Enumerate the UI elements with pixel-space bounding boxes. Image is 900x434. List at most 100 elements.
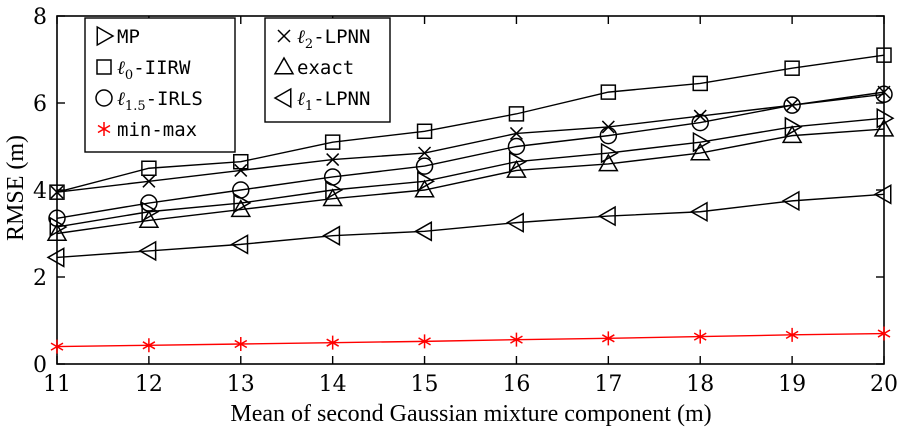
data-point-marker — [875, 85, 893, 104]
data-point-marker — [600, 84, 617, 100]
data-point-marker — [414, 179, 435, 198]
data-point-marker — [785, 327, 799, 342]
data-point-marker — [50, 185, 64, 199]
series-line — [56, 91, 885, 193]
data-point-marker — [418, 146, 432, 160]
legend-marker — [97, 122, 111, 136]
data-point-marker — [138, 209, 160, 228]
x-tick-label: 13 — [227, 372, 255, 397]
data-point-marker — [416, 123, 433, 140]
data-point-marker — [510, 332, 523, 347]
data-point-marker — [46, 247, 65, 268]
data-point-marker — [784, 116, 803, 138]
data-point-marker — [141, 201, 160, 223]
data-point-marker — [326, 335, 340, 350]
data-point-marker — [323, 168, 342, 186]
data-point-marker — [141, 160, 157, 176]
legend-label: ℓ1-LPNN — [297, 88, 370, 114]
series-line — [56, 54, 885, 193]
x-tick-label: 15 — [411, 372, 439, 397]
series-line — [56, 128, 885, 235]
legend-label: ℓ2-LPNN — [297, 26, 370, 52]
data-point-marker — [509, 126, 523, 140]
data-point-marker — [505, 212, 524, 233]
y-axis-title: RMSE (m) — [3, 135, 29, 241]
data-point-marker — [233, 153, 249, 170]
data-point-marker — [322, 225, 341, 246]
series-line — [56, 93, 885, 219]
y-tick-label: 4 — [33, 179, 47, 204]
series-2 — [48, 85, 893, 228]
data-point-marker — [418, 334, 431, 349]
legend-label: ℓ0-IIRW — [117, 57, 191, 83]
legend-label: exact — [297, 57, 354, 79]
legend-marker — [96, 25, 115, 47]
data-point-marker — [691, 113, 709, 132]
x-tick-label: 12 — [135, 372, 163, 397]
series-6 — [46, 184, 892, 268]
y-tick-label: 0 — [33, 353, 47, 378]
x-tick-label: 11 — [43, 372, 71, 397]
data-point-marker — [48, 209, 66, 228]
legend-marker — [273, 87, 292, 109]
data-point-marker — [692, 75, 708, 92]
data-point-marker — [693, 109, 707, 123]
data-point-marker — [417, 171, 436, 192]
data-point-marker — [322, 188, 343, 207]
data-point-marker — [324, 134, 341, 150]
data-point-marker — [689, 201, 708, 223]
legend-label: min-max — [117, 119, 197, 141]
series-3 — [50, 326, 891, 354]
series-line — [56, 332, 885, 348]
data-point-marker — [230, 199, 252, 218]
data-point-marker — [234, 336, 248, 351]
data-point-marker — [326, 153, 340, 167]
series-layer — [46, 47, 895, 354]
data-point-marker — [232, 181, 250, 199]
data-point-marker — [508, 106, 525, 122]
y-tick-label: 2 — [33, 266, 47, 291]
data-point-marker — [507, 137, 526, 156]
data-point-marker — [49, 184, 65, 200]
data-point-marker — [601, 120, 615, 134]
data-point-marker — [601, 331, 615, 346]
data-point-marker — [873, 184, 892, 205]
series-line — [56, 193, 885, 259]
x-axis-title: Mean of second Gaussian mixture componen… — [230, 401, 711, 427]
data-point-marker — [142, 174, 156, 188]
x-axis: 11 12 13 14 15 16 17 18 19 20 — [43, 16, 898, 397]
series-4 — [50, 85, 891, 199]
data-point-marker — [142, 338, 156, 353]
legend-marker — [96, 59, 112, 75]
data-point-marker — [230, 234, 249, 255]
data-point-marker — [508, 151, 527, 173]
data-point-marker — [138, 240, 157, 262]
legend-label: ℓ1.5-IRLS — [117, 88, 203, 114]
x-tick-label: 14 — [319, 372, 347, 397]
x-tick-label: 19 — [778, 372, 806, 397]
legend-marker — [277, 29, 291, 43]
data-point-marker — [689, 142, 711, 161]
data-point-marker — [785, 98, 799, 112]
data-point-marker — [781, 125, 803, 144]
data-point-marker — [50, 339, 64, 354]
data-point-marker — [693, 329, 707, 344]
data-point-marker — [784, 60, 800, 76]
data-point-marker — [783, 96, 801, 114]
series-line — [56, 117, 885, 228]
legend-marker — [273, 56, 295, 75]
x-tick-label: 18 — [686, 372, 714, 397]
data-point-marker — [877, 85, 891, 99]
x-tick-label: 20 — [870, 372, 898, 397]
data-point-marker — [234, 163, 248, 177]
data-point-marker — [49, 216, 68, 238]
data-point-marker — [873, 118, 895, 137]
data-point-marker — [598, 153, 619, 172]
legend: MP ℓ0-IIRW ℓ1.5-IRLS min-max ℓ2-LPNN exact ℓ1-… — [84, 17, 391, 153]
y-tick-label: 6 — [33, 92, 47, 117]
legend-label: MP — [117, 26, 140, 48]
series-5 — [46, 118, 895, 241]
legend-marker — [95, 89, 113, 107]
series-1 — [49, 47, 892, 200]
